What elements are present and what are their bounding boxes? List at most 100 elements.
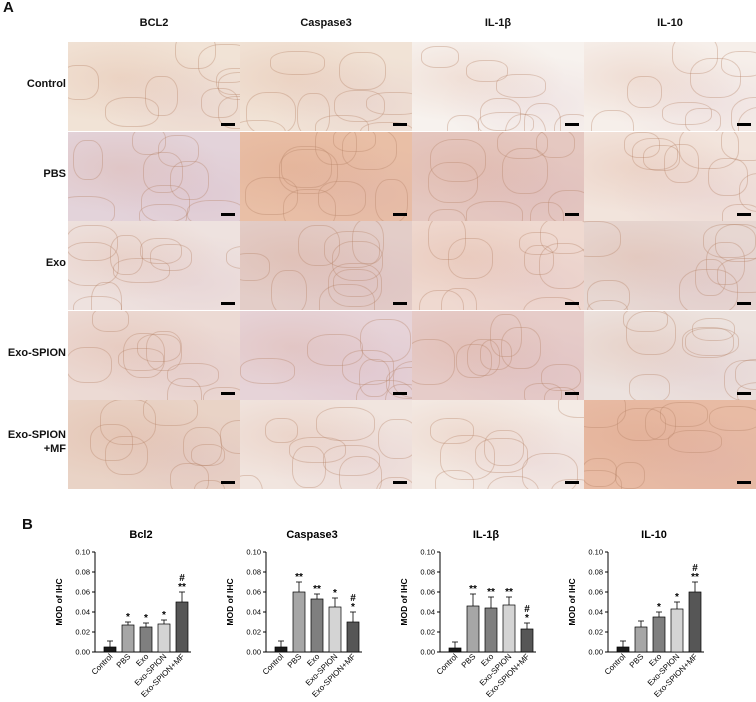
tissue-fiber — [339, 51, 386, 91]
significance-mark: * — [333, 588, 337, 599]
y-tick-label: 0.02 — [75, 628, 90, 637]
chart-title: IL-1β — [473, 529, 500, 541]
tissue-fiber — [584, 470, 622, 489]
tissue-fiber — [434, 469, 475, 489]
bar — [466, 605, 480, 653]
tissue-fiber — [723, 360, 756, 400]
scale-bar — [737, 392, 751, 395]
bar — [616, 646, 630, 653]
bar — [688, 591, 702, 653]
scale-bar — [737, 481, 751, 484]
bar — [652, 616, 666, 653]
y-tick-label: 0.00 — [420, 648, 435, 657]
significance-mark: * — [126, 612, 130, 623]
tissue-fiber — [137, 333, 182, 363]
y-tick-label: 0.02 — [420, 628, 435, 637]
tissue-fiber — [446, 114, 479, 131]
row-label: Exo-SPION — [7, 347, 66, 359]
bar — [484, 607, 498, 653]
scale-bar — [565, 481, 579, 484]
tissue-fiber — [240, 475, 263, 489]
scale-bar — [737, 213, 751, 216]
significance-mark: ** — [178, 582, 186, 593]
x-tick-label: Exo — [305, 652, 322, 669]
panel-b-letter: B — [22, 516, 33, 533]
x-tick-label: Exo-SPION+MF — [484, 652, 531, 699]
tissue-fiber — [496, 132, 548, 160]
significance-mark: # — [692, 563, 698, 574]
scale-bar — [221, 123, 235, 126]
x-tick-label: PBS — [460, 652, 478, 670]
significance-mark: * — [162, 610, 166, 621]
significance-mark: * — [351, 602, 355, 613]
tissue-fiber — [271, 269, 308, 310]
tissue-fiber — [90, 281, 122, 310]
bar — [103, 646, 117, 653]
tissue-fiber — [548, 189, 584, 221]
tissue-fiber — [166, 362, 219, 388]
bar — [346, 621, 360, 653]
tissue-fiber — [220, 419, 240, 455]
tissue-fiber — [428, 161, 478, 203]
bar — [139, 626, 153, 653]
tissue-fiber — [291, 446, 326, 488]
column-header: BCL2 — [139, 17, 169, 29]
bar — [274, 646, 288, 653]
ihc-image-tile — [68, 42, 240, 131]
ihc-image-tile — [240, 132, 412, 221]
scale-bar — [221, 213, 235, 216]
y-axis-label: MOD of IHC — [54, 578, 64, 625]
ihc-image-tile — [584, 400, 756, 489]
ihc-image-tile — [412, 400, 584, 489]
ihc-image-tile — [584, 221, 756, 310]
tissue-fiber — [315, 407, 375, 441]
bar — [157, 623, 171, 653]
tissue-fiber — [730, 97, 756, 131]
y-tick-label: 0.04 — [246, 608, 261, 617]
significance-mark: ** — [691, 572, 699, 583]
row-label: Exo — [45, 257, 66, 269]
y-tick-label: 0.10 — [246, 548, 261, 557]
row-label: PBS — [43, 168, 66, 180]
bar — [520, 628, 534, 653]
tissue-fiber — [722, 204, 756, 221]
tissue-fiber — [322, 444, 381, 477]
x-tick-label: Exo-SPION — [133, 652, 169, 688]
y-axis-label: MOD of IHC — [399, 578, 409, 625]
tissue-fiber — [245, 176, 298, 216]
tissue-fiber — [378, 418, 412, 459]
x-tick-label: PBS — [286, 652, 304, 670]
y-tick-label: 0.08 — [588, 568, 603, 577]
ihc-image-tile — [412, 42, 584, 131]
tissue-fiber — [198, 43, 240, 84]
y-tick-label: 0.06 — [420, 588, 435, 597]
y-tick-label: 0.06 — [588, 588, 603, 597]
tissue-fiber — [586, 279, 631, 310]
tissue-fiber — [523, 383, 562, 400]
y-tick-label: 0.02 — [246, 628, 261, 637]
tissue-fiber — [490, 313, 522, 358]
ihc-image-tile — [584, 42, 756, 131]
bar — [448, 647, 462, 653]
y-tick-label: 0.08 — [420, 568, 435, 577]
bar — [292, 591, 306, 653]
x-tick-label: Exo-SPION — [646, 652, 682, 688]
tissue-fiber — [524, 245, 555, 275]
tissue-fiber — [720, 50, 756, 77]
tissue-fiber — [496, 74, 547, 99]
row-label: Exo-SPION +MF — [7, 429, 66, 455]
scale-bar — [393, 123, 407, 126]
scale-bar — [221, 302, 235, 305]
ihc-image-tile — [68, 221, 240, 310]
scale-bar — [737, 302, 751, 305]
y-tick-label: 0.06 — [246, 588, 261, 597]
chart-title: Caspase3 — [286, 529, 337, 541]
ihc-image-tile — [240, 42, 412, 131]
tissue-fiber — [140, 185, 190, 221]
tissue-fiber — [428, 221, 466, 260]
tissue-fiber — [226, 246, 240, 270]
tissue-fiber — [269, 50, 325, 75]
tissue-fiber — [584, 221, 622, 258]
tissue-fiber — [246, 92, 296, 131]
x-tick-label: Exo — [479, 652, 496, 669]
